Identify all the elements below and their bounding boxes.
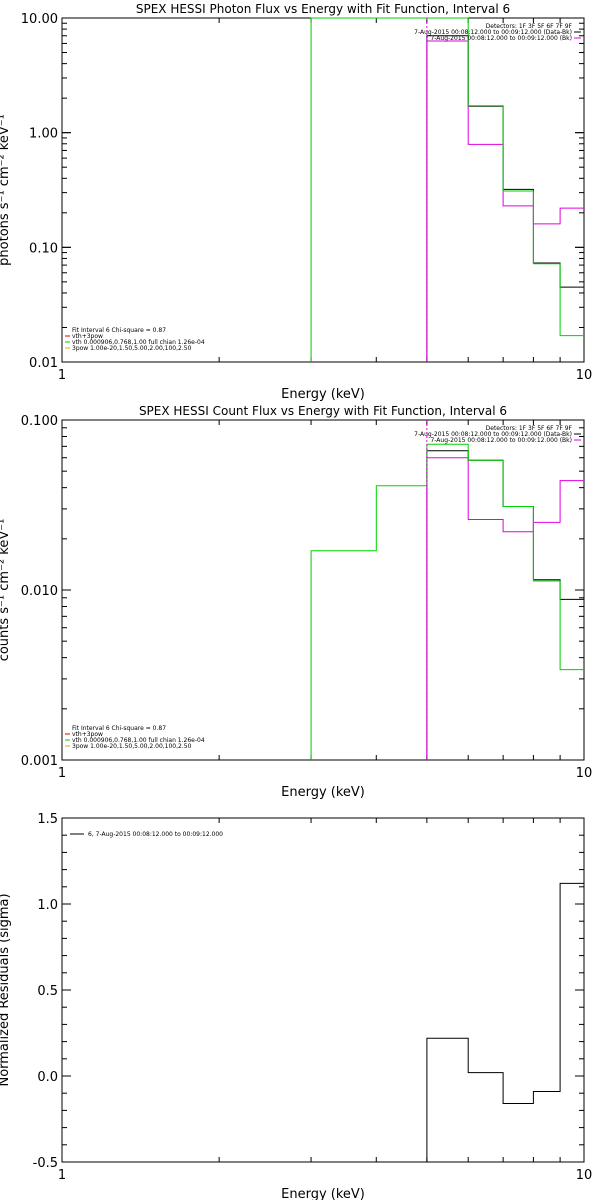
y-tick-label: 1.0 — [37, 898, 58, 913]
chart-title: SPEX HESSI Photon Flux vs Energy with Fi… — [136, 2, 510, 16]
y-tick-label: 1.5 — [37, 812, 58, 827]
x-tick-label: 1 — [58, 766, 66, 781]
legend-top-entry: 7-Aug-2015 00:08:12.000 to 00:09:12.000 … — [430, 437, 572, 444]
x-tick-label: 1 — [58, 1168, 66, 1183]
x-axis-label: Energy (keV) — [281, 387, 365, 402]
legend-bottom-entry: 3pow 1.00e-20,1.50,5.00,2.00,100,2.50 — [72, 743, 192, 750]
x-tick-label: 10 — [576, 368, 593, 383]
legend-top-entry: 7-Aug-2015 00:08:12.000 to 00:09:12.000 … — [430, 35, 572, 42]
chart-title: SPEX HESSI Count Flux vs Energy with Fit… — [139, 404, 507, 418]
legend-bottom-entry: 3pow 1.00e-20,1.50,5.00,2.00,100,2.50 — [72, 345, 192, 352]
y-tick-label: 0.01 — [29, 356, 58, 371]
series-line-1 — [426, 882, 584, 1162]
legend-top-entry: Detectors: 1F 3F 5F 6F 7F 9F — [486, 425, 573, 432]
chart-panel-2: 1 10 0.100 0.010 0.001 SPEX HESSI Count Flux … — [0, 404, 592, 800]
legend-top-entry: Detectors: 1F 3F 5F 6F 7F 9F — [486, 23, 573, 30]
legend-top-entry: 7-Aug-2015 00:08:12.000 to 00:09:12.000 … — [414, 29, 572, 36]
legend-bottom-entry: vth 0.000906,0.768,1.00 full chian 1.26e… — [72, 737, 205, 744]
y-tick-label: -0.5 — [33, 1156, 58, 1171]
y-axis-label: photons s⁻¹ cm⁻² keV⁻¹ — [0, 114, 12, 266]
x-tick-label: 10 — [576, 766, 593, 781]
legend-bottom-entry: vth+3pow — [72, 731, 103, 738]
y-tick-label: 0.100 — [21, 414, 58, 429]
y-tick-label: 0.10 — [29, 241, 58, 256]
legend-bottom-entry: Fit Interval 6 Chi-square = 0.87 — [72, 327, 166, 334]
x-tick-label: 1 — [58, 368, 66, 383]
chart-panel-1: 1 10 10.00 1.00 0.10 0.01 SPEX HESSI Photon Fl… — [0, 2, 592, 402]
series-line-3 — [310, 17, 584, 362]
x-tick-label: 10 — [576, 1168, 593, 1183]
legend-top-entry: 7-Aug-2015 00:08:12.000 to 00:09:12.000 … — [414, 431, 572, 438]
y-tick-label: 10.00 — [21, 12, 58, 27]
legend-bottom-entry: vth 0.000906,0.768,1.00 full chian 1.26e… — [72, 339, 205, 346]
chart-panel-3: 1 10 1.5 1.0 0.5 0.0 -0.5 Energy (keV) Normalize… — [0, 812, 592, 1200]
y-axis-label: counts s⁻¹ cm⁻² keV⁻¹ — [0, 519, 12, 662]
plot-frame — [61, 419, 585, 761]
x-axis-label: Energy (keV) — [281, 1187, 365, 1200]
x-axis-label: Energy (keV) — [281, 785, 365, 800]
legend-entry: 6, 7-Aug-2015 00:08:12.000 to 00:09:12.0… — [88, 831, 223, 838]
legend-bottom-entry: Fit Interval 6 Chi-square = 0.87 — [72, 725, 166, 732]
y-tick-label: 0.001 — [21, 754, 58, 769]
y-tick-label: 1.00 — [29, 127, 58, 142]
y-tick-label: 0.010 — [21, 584, 58, 599]
legend-bottom-entry: vth+3pow — [72, 333, 103, 340]
series-line-2 — [426, 457, 584, 760]
plot-frame — [61, 817, 585, 1163]
y-tick-label: 0.0 — [37, 1070, 58, 1085]
series-line-2 — [426, 40, 584, 362]
y-tick-label: 0.5 — [37, 984, 58, 999]
series-line-3 — [310, 443, 584, 760]
y-axis-label: Normalized Residuals (sigma) — [0, 893, 12, 1086]
plot-frame — [61, 17, 585, 363]
